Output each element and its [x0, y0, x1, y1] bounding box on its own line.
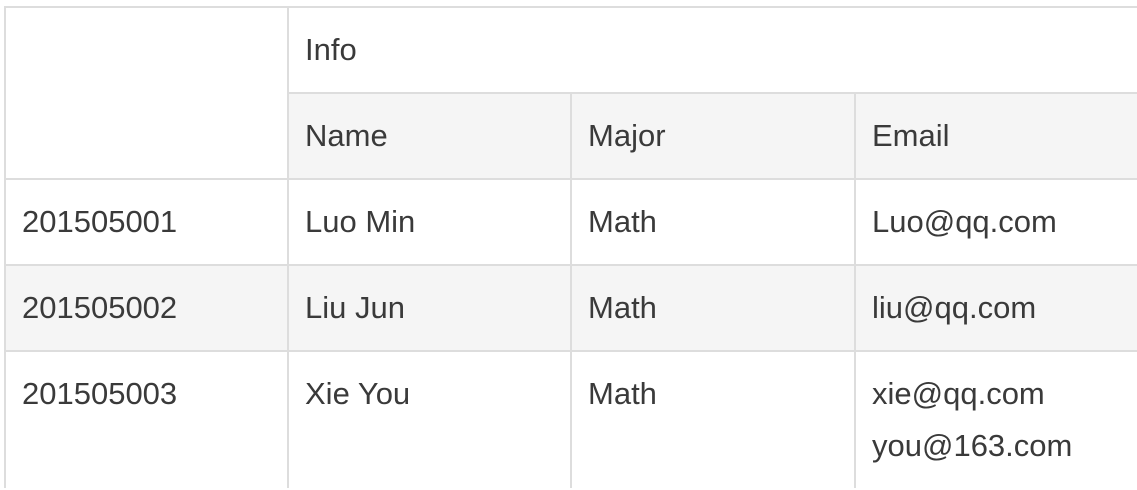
email-text: you@163.com [872, 428, 1073, 463]
column-header-major: Major [570, 92, 856, 180]
header-row-group: Info [4, 6, 1137, 180]
student-info-table: Info Name Major Email 201505001 Luo Min … [4, 6, 1137, 488]
group-header-info: Info [286, 6, 1137, 94]
email-text: xie@qq.com [872, 376, 1045, 411]
table-container: Info Name Major Email 201505001 Luo Min … [4, 6, 1137, 488]
student-id-cell: 201505003 [4, 350, 289, 488]
email-cell: Luo@qq.com [853, 178, 1137, 266]
corner-cell [4, 6, 289, 180]
name-cell: Liu Jun [287, 264, 572, 352]
column-header-name: Name [287, 92, 572, 180]
email-cell: liu@qq.com [853, 264, 1137, 352]
name-cell: Luo Min [287, 178, 572, 266]
table-row: 201505002 Liu Jun Math liu@qq.com [4, 264, 1137, 352]
name-cell: Xie You [287, 350, 572, 488]
table-row: 201505001 Luo Min Math Luo@qq.com [4, 178, 1137, 266]
major-cell: Math [570, 350, 856, 488]
column-header-email: Email [853, 92, 1137, 180]
student-id-cell: 201505001 [4, 178, 289, 266]
email-text: Luo@qq.com [872, 204, 1057, 239]
table-row: 201505003 Xie You Math xie@qq.com you@16… [4, 350, 1137, 488]
email-text: liu@qq.com [872, 290, 1037, 325]
header-row-columns: Name Major Email [5, 92, 1137, 180]
student-id-cell: 201505002 [4, 264, 289, 352]
major-cell: Math [570, 178, 856, 266]
email-cell: xie@qq.com you@163.com [853, 350, 1137, 488]
major-cell: Math [570, 264, 856, 352]
